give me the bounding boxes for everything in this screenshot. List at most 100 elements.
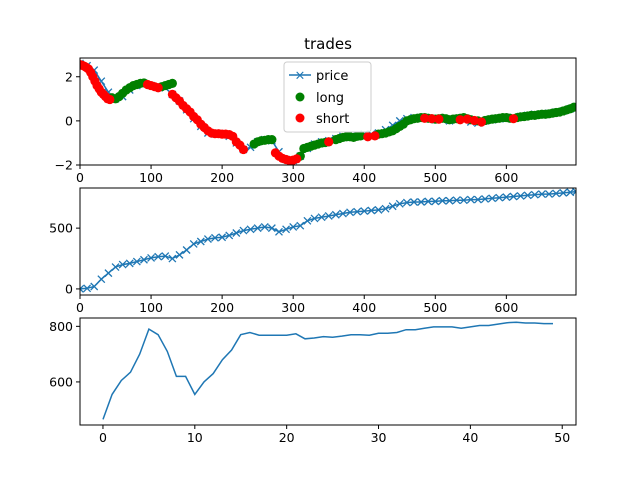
x-tick-label: 300 — [281, 300, 305, 315]
price-x-marker — [246, 225, 255, 234]
price-x-marker — [289, 222, 298, 231]
price-x-marker — [296, 221, 305, 230]
x-tick-label: 0 — [76, 300, 84, 315]
x-tick-label: 50 — [554, 430, 570, 445]
price-x-marker — [545, 190, 553, 199]
short-point — [462, 114, 472, 124]
price-x-marker — [552, 189, 561, 198]
price-x-marker — [175, 250, 184, 259]
x-tick-label: 10 — [187, 430, 203, 445]
price-x-marker — [104, 269, 113, 278]
price-x-marker — [125, 259, 134, 268]
y-tick-label: 0 — [65, 113, 73, 128]
trades-axes: 0 100 200 300 400 500 600−202 × price long sho… — [55, 57, 577, 185]
price-x-marker — [572, 188, 576, 196]
y-tick-label: 600 — [49, 374, 73, 389]
long-point — [267, 135, 277, 145]
price-x-marker — [232, 229, 241, 237]
legend-long-marker — [295, 92, 305, 102]
x-tick-label: 400 — [352, 170, 376, 185]
short-point — [363, 132, 373, 142]
legend-short-marker — [295, 113, 305, 123]
price-x-marker — [481, 194, 490, 203]
price-x-marker — [516, 191, 525, 200]
equity-axes-frame — [79, 317, 577, 426]
price-x-marker — [431, 197, 440, 206]
y-tick-label: 2 — [65, 69, 73, 84]
price-x-marker — [402, 198, 411, 207]
short-point — [238, 144, 249, 155]
price-x-marker — [502, 193, 511, 202]
price-x-marker — [495, 193, 504, 202]
long-point — [167, 78, 177, 88]
price-x-marker — [353, 207, 362, 216]
y-tick-label: 0 — [65, 281, 73, 296]
price-x-marker — [111, 263, 120, 271]
price-x-marker — [523, 191, 532, 200]
price-axes: 0 100 200 300 400 500 600 0 500 — [49, 187, 577, 315]
legend: × price long short — [283, 61, 372, 133]
price-x-marker — [331, 210, 340, 219]
price-x-marker — [239, 226, 248, 235]
legend-price-label: price — [316, 69, 348, 84]
price-x-marker — [182, 246, 191, 254]
x-tick-label: 400 — [352, 300, 376, 315]
price-x-marker — [225, 231, 234, 240]
legend-price-marker: × — [295, 69, 306, 84]
price-x-marker — [189, 239, 198, 248]
price-x-marker — [388, 202, 397, 211]
short-point — [508, 114, 519, 124]
price-x-marker — [303, 216, 312, 225]
price-x-marker — [161, 252, 170, 261]
price-x-marker — [97, 275, 106, 284]
y-tick-label: 500 — [49, 221, 73, 236]
price-x-marker — [196, 237, 205, 246]
y-tick-label: 800 — [49, 319, 73, 334]
x-tick-label: 100 — [139, 300, 163, 315]
price-axes-frame — [79, 187, 577, 296]
x-tick-label: 100 — [139, 170, 163, 185]
price-x-marker — [168, 254, 177, 263]
trades-plot-area — [80, 59, 576, 165]
legend-long-label: long — [316, 91, 344, 106]
x-tick-label: 500 — [423, 170, 447, 185]
trades-axes-frame — [79, 57, 577, 166]
x-tick-label: 20 — [279, 430, 295, 445]
x-tick-label: 0 — [99, 430, 107, 445]
price-x-marker — [438, 196, 447, 205]
price-x-marker — [466, 195, 475, 204]
price-x-marker — [83, 284, 92, 293]
price-x-marker — [139, 255, 148, 264]
short-point — [434, 114, 444, 124]
short-point — [455, 115, 465, 125]
short-point — [324, 137, 334, 147]
price-x-marker — [530, 190, 539, 199]
price-x-marker — [338, 209, 347, 218]
price-x-marker — [452, 196, 461, 205]
short-point — [370, 131, 380, 141]
price-x-marker — [381, 204, 390, 213]
short-point — [427, 114, 437, 124]
x-tick-label: 500 — [423, 300, 447, 315]
price-x-marker — [132, 257, 141, 266]
price-x-marker — [253, 224, 262, 233]
x-tick-label: 600 — [494, 170, 518, 185]
x-tick-label: 600 — [494, 300, 518, 315]
price-x-marker — [509, 192, 518, 201]
price-x-marker — [203, 235, 212, 244]
price-x-marker — [459, 196, 468, 205]
price-x-marker — [559, 188, 568, 197]
x-tick-label: 0 — [76, 170, 84, 185]
price-x-marker — [154, 252, 163, 261]
price-x-marker — [360, 207, 369, 216]
x-tick-label: 30 — [371, 430, 387, 445]
x-tick-label: 200 — [210, 170, 234, 185]
price-series-line — [80, 190, 576, 290]
price-x-marker — [488, 194, 497, 203]
price-x-marker — [260, 222, 269, 231]
x-tick-label: 40 — [462, 430, 478, 445]
price-ticks: 0 100 200 300 400 500 600 0 500 — [49, 221, 518, 315]
price-x-marker — [445, 196, 454, 205]
price-x-marker — [410, 198, 418, 206]
